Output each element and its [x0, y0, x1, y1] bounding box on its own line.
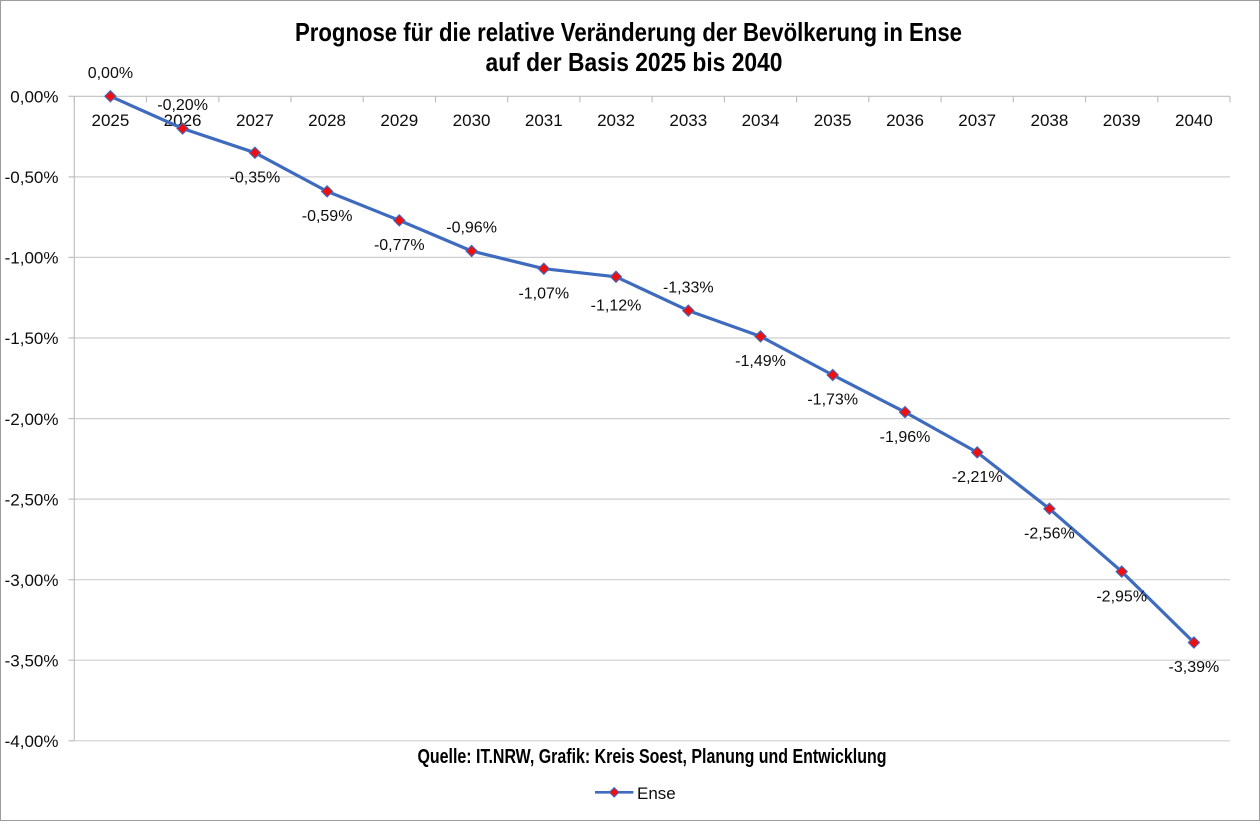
svg-text:-2,21%: -2,21% [952, 469, 1003, 486]
svg-text:-0,20%: -0,20% [157, 97, 208, 114]
svg-text:2035: 2035 [814, 111, 852, 130]
svg-text:-1,49%: -1,49% [735, 353, 786, 370]
svg-text:-3,39%: -3,39% [1169, 659, 1220, 676]
svg-text:Quelle: IT.NRW, Grafik: Kreis: Quelle: IT.NRW, Grafik: Kreis Soest, Pla… [418, 746, 887, 768]
svg-text:-0,77%: -0,77% [374, 237, 425, 254]
svg-text:2036: 2036 [886, 111, 924, 130]
svg-text:-1,33%: -1,33% [663, 279, 714, 296]
svg-text:-4,00%: -4,00% [5, 732, 59, 751]
svg-text:2033: 2033 [669, 111, 707, 130]
svg-text:-2,50%: -2,50% [5, 490, 59, 509]
svg-text:2029: 2029 [380, 111, 418, 130]
svg-text:Ense: Ense [637, 784, 676, 803]
svg-text:2032: 2032 [597, 111, 635, 130]
svg-text:-3,50%: -3,50% [5, 651, 59, 670]
svg-text:-0,50%: -0,50% [5, 168, 59, 187]
svg-text:2038: 2038 [1030, 111, 1068, 130]
svg-text:auf der Basis 2025 bis 2040: auf der Basis 2025 bis 2040 [486, 47, 783, 77]
svg-text:-1,96%: -1,96% [880, 429, 931, 446]
svg-text:2037: 2037 [958, 111, 996, 130]
svg-text:2028: 2028 [308, 111, 346, 130]
svg-text:2040: 2040 [1175, 111, 1213, 130]
svg-text:-1,73%: -1,73% [807, 392, 858, 409]
svg-text:0,00%: 0,00% [88, 65, 133, 82]
svg-text:-2,95%: -2,95% [1096, 588, 1147, 605]
svg-text:2027: 2027 [236, 111, 274, 130]
svg-text:-0,35%: -0,35% [230, 169, 281, 186]
svg-text:2031: 2031 [525, 111, 563, 130]
svg-text:-1,50%: -1,50% [5, 329, 59, 348]
svg-text:-1,00%: -1,00% [5, 249, 59, 268]
svg-text:-0,96%: -0,96% [446, 220, 497, 237]
svg-text:-2,56%: -2,56% [1024, 526, 1075, 543]
svg-text:-3,00%: -3,00% [5, 571, 59, 590]
svg-text:2030: 2030 [453, 111, 491, 130]
svg-text:2034: 2034 [742, 111, 780, 130]
svg-text:Prognose für die relative Verä: Prognose für die relative Veränderung de… [295, 17, 962, 47]
svg-text:2025: 2025 [91, 111, 129, 130]
svg-text:-0,59%: -0,59% [302, 208, 353, 225]
svg-text:0,00%: 0,00% [10, 88, 58, 107]
svg-text:-1,12%: -1,12% [591, 298, 642, 315]
svg-text:-1,07%: -1,07% [518, 285, 569, 302]
svg-text:-2,00%: -2,00% [5, 410, 59, 429]
svg-text:2039: 2039 [1103, 111, 1141, 130]
